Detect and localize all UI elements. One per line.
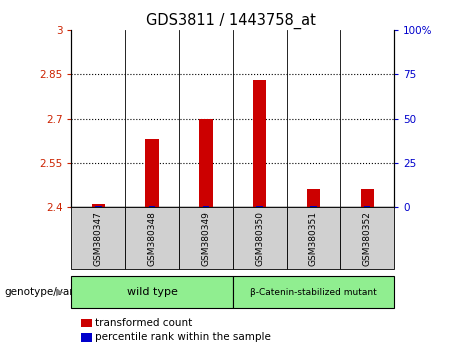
Text: ▶: ▶ — [56, 287, 64, 297]
Text: genotype/variation: genotype/variation — [5, 287, 104, 297]
Text: percentile rank within the sample: percentile rank within the sample — [95, 332, 272, 342]
Text: GSM380347: GSM380347 — [94, 211, 103, 266]
Bar — [95, 206, 101, 207]
Bar — [145, 139, 159, 207]
Text: transformed count: transformed count — [95, 318, 193, 328]
Bar — [149, 206, 155, 207]
Bar — [203, 206, 209, 207]
Text: GDS3811 / 1443758_at: GDS3811 / 1443758_at — [146, 12, 315, 29]
Text: GSM380349: GSM380349 — [201, 211, 210, 266]
Bar — [253, 80, 266, 207]
Text: GSM380352: GSM380352 — [363, 211, 372, 266]
Bar — [307, 189, 320, 207]
Text: β-Catenin-stabilized mutant: β-Catenin-stabilized mutant — [250, 287, 377, 297]
Bar — [92, 204, 105, 207]
Bar — [361, 189, 374, 207]
Text: wild type: wild type — [127, 287, 177, 297]
Bar — [256, 206, 263, 207]
Text: GSM380351: GSM380351 — [309, 211, 318, 266]
Bar — [199, 119, 213, 207]
Bar — [364, 206, 371, 207]
Text: GSM380350: GSM380350 — [255, 211, 264, 266]
Bar — [310, 206, 317, 207]
Text: GSM380348: GSM380348 — [148, 211, 157, 266]
